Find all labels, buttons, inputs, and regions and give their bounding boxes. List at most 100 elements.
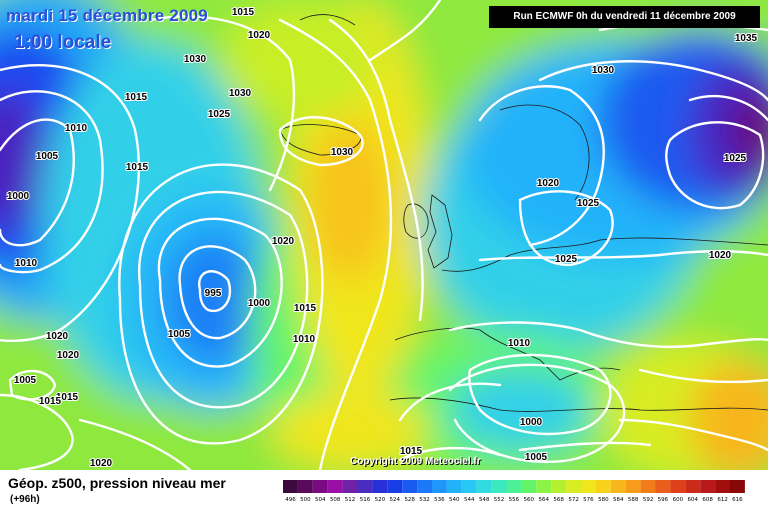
isobar-label: 1010 [65, 123, 88, 134]
legend-swatch [566, 480, 581, 493]
legend-value-label: 504 [315, 497, 326, 503]
isobar-label: 1025 [208, 109, 231, 120]
legend-swatch [402, 480, 418, 493]
legend-value-label: 508 [330, 497, 341, 503]
geopotential-map: 1015102010301030101510251010103010051015… [0, 0, 768, 470]
isobar-label: 1000 [520, 417, 543, 428]
isobar-label: 1015 [56, 392, 79, 403]
legend-swatch [327, 480, 343, 493]
legend-swatch [536, 480, 552, 493]
legend-swatch [670, 480, 686, 493]
run-info-banner: Run ECMWF 0h du vendredi 11 décembre 200… [489, 6, 760, 28]
isobar-label: 1005 [14, 375, 37, 386]
legend-value-label: 560 [524, 497, 535, 503]
legend-swatch [700, 480, 716, 493]
isobar-label: 1015 [125, 92, 148, 103]
legend-value-label: 552 [494, 497, 505, 503]
legend-swatch [461, 480, 477, 493]
isobar-label: 1010 [15, 258, 38, 269]
legend-value-label: 564 [539, 497, 550, 503]
legend-value-label: 512 [345, 497, 356, 503]
legend-value-label: 520 [375, 497, 386, 503]
legend-value-label: 576 [583, 497, 594, 503]
isobar-label: 1030 [229, 88, 252, 99]
isobar-label: 1015 [232, 7, 255, 18]
isobar-label: 1015 [294, 303, 317, 314]
forecast-date: mardi 15 décembre 2009 [6, 6, 208, 25]
isobar-label: 1010 [508, 338, 531, 349]
isobar-label: 1020 [90, 458, 113, 469]
legend-swatch [446, 480, 462, 493]
legend-value-label: 568 [553, 497, 564, 503]
legend-value-label: 532 [419, 497, 430, 503]
legend-swatch [715, 480, 730, 493]
legend-swatch [595, 480, 611, 493]
legend-value-label: 612 [717, 497, 728, 503]
isobar-label: 1020 [248, 30, 271, 41]
isobar-label: 995 [205, 288, 222, 299]
isobar-label: 1020 [57, 350, 80, 361]
legend-swatch [491, 480, 507, 493]
isobar-label: 1020 [46, 331, 69, 342]
legend-swatch [297, 480, 313, 493]
isobar-label: 1000 [248, 298, 271, 309]
legend-value-label: 524 [390, 497, 401, 503]
legend-value-label: 600 [673, 497, 684, 503]
legend-value-label: 548 [479, 497, 490, 503]
isobar-label: 1005 [36, 151, 59, 162]
legend-swatch [283, 480, 298, 493]
legend-value-label: 596 [658, 497, 669, 503]
legend-swatch [685, 480, 701, 493]
isobar-label: 1035 [735, 33, 758, 44]
legend-value-label: 516 [360, 497, 371, 503]
legend-swatch [357, 480, 373, 493]
map-parameter-title: Géop. z500, pression niveau mer [8, 475, 226, 491]
isobar-lines [0, 0, 768, 470]
legend-swatch [387, 480, 403, 493]
isobar-label: 1020 [272, 236, 295, 247]
forecast-time: 1:00 locale [14, 32, 112, 53]
legend-swatch [432, 480, 447, 493]
legend-swatch [581, 480, 596, 493]
isobar-label: 1015 [39, 396, 62, 407]
legend-value-label: 496 [285, 497, 296, 503]
legend-value-label: 544 [464, 497, 475, 503]
isobar-label: 1025 [577, 198, 600, 209]
isobar-label: 1015 [400, 446, 423, 457]
isobar-label: 1020 [709, 250, 732, 261]
isobar-label: 1025 [555, 254, 578, 265]
coastlines [279, 14, 768, 412]
legend-value-label: 592 [643, 497, 654, 503]
isobar-label: 1005 [525, 452, 548, 463]
geopotential-field [0, 0, 768, 470]
legend-value-label: 536 [434, 497, 445, 503]
legend-swatch [417, 480, 432, 493]
legend-swatch [372, 480, 388, 493]
isobar-label: 1010 [293, 334, 316, 345]
legend-swatch [610, 480, 626, 493]
legend-value-label: 500 [300, 497, 311, 503]
legend-value-label: 572 [568, 497, 579, 503]
legend-value-label: 528 [404, 497, 415, 503]
legend-value-label: 540 [449, 497, 460, 503]
isobar-label: 1005 [168, 329, 191, 340]
legend-value-label: 608 [702, 497, 713, 503]
legend-swatch [342, 480, 358, 493]
legend-value-label: 556 [509, 497, 520, 503]
isobar-label: 1030 [184, 54, 207, 65]
legend-swatch [625, 480, 641, 493]
legend-value-label: 584 [613, 497, 624, 503]
legend-value-label: 616 [732, 497, 743, 503]
forecast-lead-time: (+96h) [10, 494, 40, 505]
color-scale-legend: 496 500 504 508 512 516 520 524 528 532 536 540 544 5… [283, 480, 745, 503]
legend-swatch [551, 480, 567, 493]
legend-swatch [476, 480, 492, 493]
isobar-label: 1025 [724, 153, 747, 164]
legend-swatch [730, 480, 745, 493]
legend-value-label: 604 [688, 497, 699, 503]
legend-swatch [506, 480, 522, 493]
legend-value-label: 580 [598, 497, 609, 503]
isobar-label: 1000 [7, 191, 30, 202]
isobar-label: 1030 [331, 147, 354, 158]
